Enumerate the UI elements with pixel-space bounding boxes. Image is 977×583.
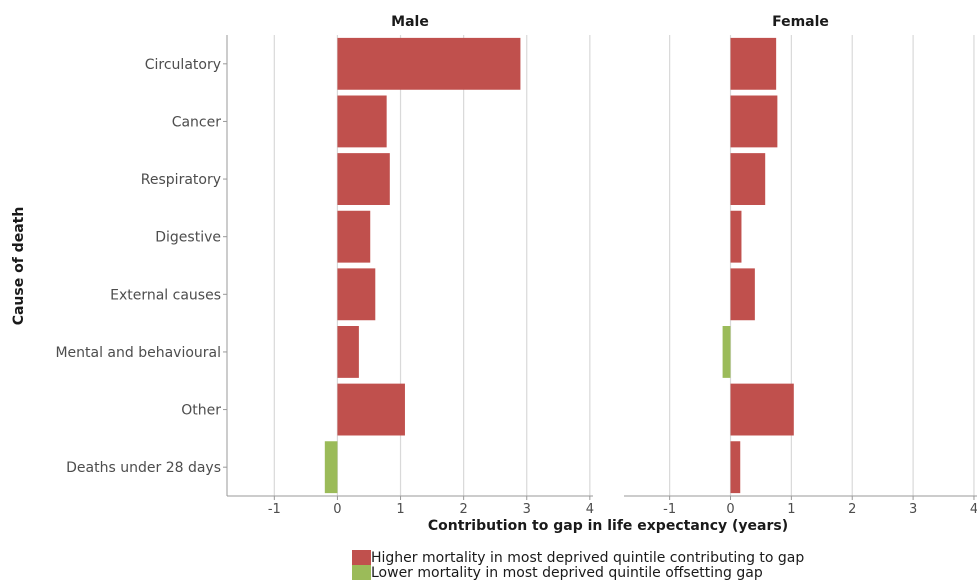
bar-male-4 [337, 268, 376, 321]
x-tick-label: 3 [523, 502, 531, 517]
bar-female-4 [730, 268, 755, 321]
category-label: Digestive [155, 230, 221, 246]
x-tick-label: 4 [970, 502, 977, 517]
bar-female-3 [730, 210, 742, 263]
bar-male-5 [337, 326, 359, 378]
category-label: Mental and behavioural [55, 345, 221, 361]
bar-male-6 [337, 383, 405, 436]
bar-female-1 [730, 95, 778, 148]
x-tick-label: 2 [459, 502, 467, 517]
x-tick-label: 0 [333, 502, 341, 517]
bar-male-1 [337, 95, 387, 148]
x-tick-label: 0 [726, 502, 734, 517]
panel-title-male: Male [391, 14, 429, 30]
bar-female-5 [722, 326, 731, 378]
legend-swatch-positive [352, 550, 371, 565]
x-axis-title: Contribution to gap in life expectancy (… [428, 518, 788, 534]
bar-male-2 [337, 153, 390, 205]
x-tick-label: 1 [787, 502, 795, 517]
category-label: Deaths under 28 days [66, 460, 221, 476]
bar-female-7 [730, 441, 741, 494]
legend-item-positive: Higher mortality in most deprived quinti… [352, 550, 804, 565]
bar-female-6 [730, 383, 794, 436]
bar-female-2 [730, 153, 766, 205]
panel-title-female: Female [772, 14, 829, 30]
legend-item-negative: Lower mortality in most deprived quintil… [352, 565, 804, 580]
bar-female-0 [730, 37, 777, 90]
x-tick-label: 4 [586, 502, 594, 517]
category-label: External causes [110, 287, 221, 303]
x-tick-label: -1 [268, 502, 281, 517]
category-label: Other [181, 403, 221, 419]
x-tick-label: 1 [396, 502, 404, 517]
legend-label-positive: Higher mortality in most deprived quinti… [371, 549, 805, 566]
bar-male-7 [324, 441, 338, 494]
bar-male-3 [337, 210, 371, 263]
legend: Higher mortality in most deprived quinti… [352, 550, 804, 580]
legend-swatch-negative [352, 565, 371, 580]
legend-label-negative: Lower mortality in most deprived quintil… [371, 564, 763, 581]
y-axis-title: Cause of death [11, 207, 27, 326]
category-label: Respiratory [141, 172, 221, 188]
x-tick-label: -1 [663, 502, 676, 517]
category-label: Circulatory [145, 57, 221, 73]
bar-male-0 [337, 37, 521, 90]
category-label: Cancer [172, 114, 222, 130]
x-tick-label: 2 [848, 502, 856, 517]
x-tick-label: 3 [909, 502, 917, 517]
